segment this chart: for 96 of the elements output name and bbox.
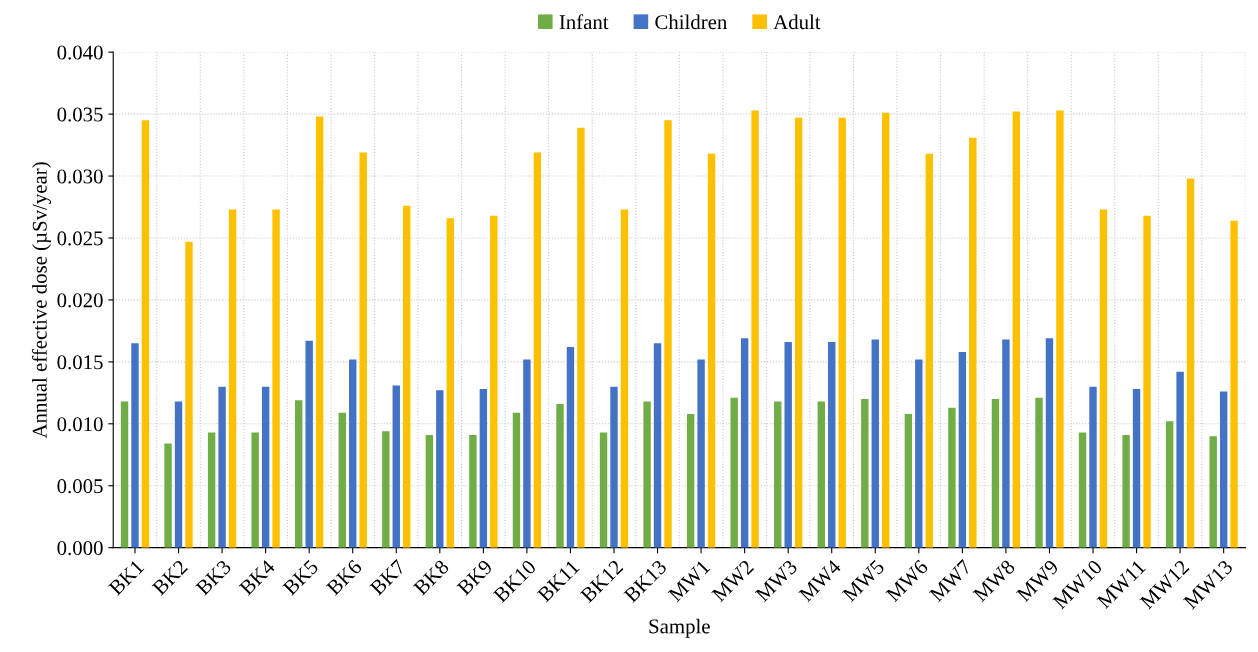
bar [490, 215, 498, 548]
bar [915, 359, 923, 548]
bar [861, 399, 869, 548]
bar [1099, 209, 1108, 548]
bar [1230, 220, 1238, 548]
y-tick-label: 0.015 [57, 355, 103, 370]
x-tick-label: BK3 [195, 559, 232, 596]
bar [817, 401, 825, 548]
y-axis-title: Annual effective dose (µSv/year) [31, 162, 52, 439]
bar [469, 434, 477, 548]
legend-label: Adult [773, 14, 821, 30]
bar [1219, 391, 1228, 548]
bar [512, 412, 521, 548]
bar [740, 338, 749, 548]
bar [120, 401, 129, 548]
bar [272, 209, 280, 548]
bar [1122, 434, 1130, 548]
bar [251, 432, 259, 548]
bar [958, 351, 967, 548]
bar [774, 401, 782, 548]
bar [948, 407, 956, 548]
bar [1209, 436, 1217, 548]
bar [1045, 338, 1054, 548]
bar [610, 386, 618, 548]
bar [556, 403, 564, 548]
y-tick-label: 0.025 [57, 231, 103, 246]
bar [533, 152, 542, 548]
bar [218, 386, 226, 548]
y-tick-label: 0.005 [57, 479, 103, 494]
bar [425, 434, 434, 548]
bar [479, 389, 488, 548]
bar [382, 431, 390, 548]
bar [1002, 339, 1010, 548]
bar [686, 413, 695, 548]
bar [392, 385, 400, 548]
legend-label: Children [655, 14, 728, 30]
bar [991, 399, 1000, 548]
bar [794, 117, 803, 548]
bar [925, 153, 933, 548]
bar [707, 153, 716, 548]
bar [1143, 215, 1151, 548]
bar [620, 209, 629, 548]
bar [1176, 371, 1184, 548]
bar [1012, 111, 1021, 548]
bar [1132, 389, 1141, 548]
y-tick-label: 0.035 [57, 107, 103, 122]
bar [697, 359, 705, 548]
bar [904, 413, 913, 548]
y-tick-label: 0.000 [57, 541, 103, 556]
bar [599, 432, 608, 548]
bar [1186, 178, 1195, 548]
bar [730, 397, 738, 548]
bar [882, 112, 890, 548]
bar [653, 343, 662, 548]
bar [664, 120, 672, 548]
bar [305, 340, 313, 548]
bar [131, 343, 139, 548]
legend-label: Infant [559, 14, 609, 30]
bar [643, 401, 651, 548]
bar [141, 120, 150, 548]
bar [1165, 421, 1174, 548]
bar [349, 359, 357, 548]
bar [315, 116, 324, 548]
bar [403, 205, 411, 548]
y-tick-label: 0.030 [57, 169, 103, 184]
bar [261, 386, 270, 548]
bar [164, 443, 172, 548]
y-tick-label: 0.010 [57, 417, 103, 432]
x-tick-label: BK9 [456, 559, 494, 596]
x-axis-title: Sample [649, 618, 710, 638]
bar [871, 339, 879, 548]
bar [1078, 432, 1087, 548]
y-tick-label: 0.020 [57, 293, 103, 308]
bar [228, 209, 237, 548]
bar [436, 390, 444, 548]
bar [359, 152, 367, 548]
bar [338, 412, 346, 548]
bar [174, 401, 183, 548]
x-tick-label: BK2 [151, 559, 188, 596]
bar [828, 342, 836, 548]
bar [295, 400, 303, 548]
bar [838, 117, 846, 548]
bar [523, 359, 531, 548]
bar [1035, 397, 1043, 548]
bar [751, 110, 759, 548]
bar [969, 137, 977, 548]
bar [1089, 386, 1097, 548]
bar [566, 346, 575, 548]
y-tick-label: 0.040 [57, 45, 103, 60]
x-tick-label: BK1 [108, 559, 145, 596]
bar [1056, 110, 1064, 548]
bar [185, 241, 193, 548]
bar [207, 432, 216, 548]
bar [784, 342, 792, 548]
bar [446, 218, 454, 548]
bar [577, 127, 585, 548]
